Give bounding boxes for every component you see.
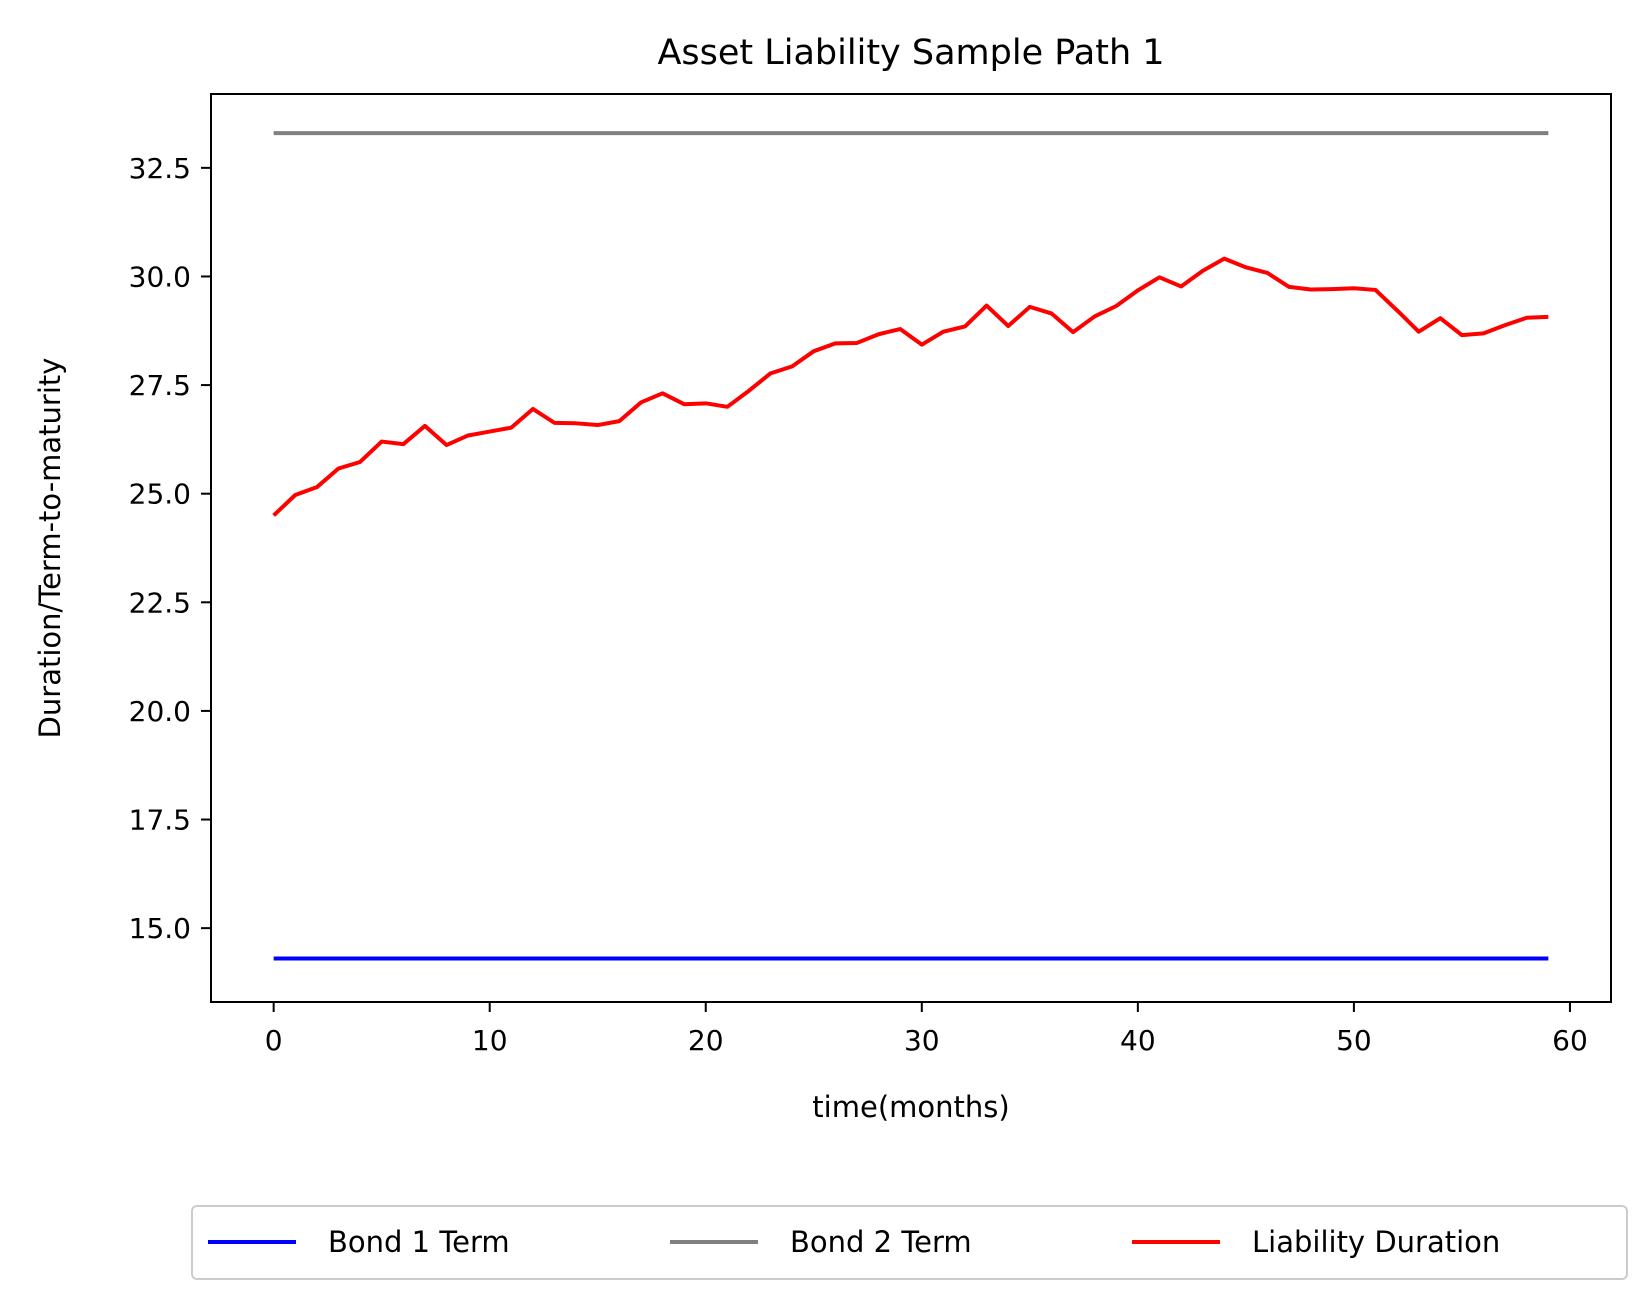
x-axis-title: time(months) — [812, 1090, 1009, 1124]
x-tick-label: 10 — [472, 1024, 508, 1057]
x-tick-label: 30 — [904, 1024, 940, 1057]
chart-title: Asset Liability Sample Path 1 — [657, 33, 1164, 73]
y-axis: 15.0 17.5 20.0 22.5 25.0 27.5 30.0 32.5 — [129, 152, 211, 945]
series-layer — [272, 131, 1549, 961]
y-tick-label: 17.5 — [129, 804, 191, 837]
series-line-liability-duration — [272, 256, 1549, 517]
plot-area — [210, 93, 1612, 1003]
legend-label-bond-2-term: Bond 2 Term — [790, 1225, 972, 1259]
y-tick-label: 32.5 — [129, 152, 191, 185]
x-axis: 0 10 20 30 40 50 60 — [265, 1002, 1588, 1057]
legend-label-bond-1-term: Bond 1 Term — [328, 1225, 510, 1259]
legend: Bond 1 Term Bond 2 Term Liability Duration — [191, 1205, 1628, 1280]
y-tick-label: 20.0 — [129, 695, 191, 728]
y-tick-label: 27.5 — [129, 369, 191, 402]
x-tick-label: 40 — [1120, 1024, 1156, 1057]
x-tick-label: 50 — [1336, 1024, 1372, 1057]
x-tick-label: 60 — [1552, 1024, 1588, 1057]
legend-label-liability-duration: Liability Duration — [1252, 1225, 1500, 1259]
y-axis-title: Duration/Term-to-maturity — [33, 358, 67, 739]
y-tick-label: 15.0 — [129, 912, 191, 945]
legend-entries: Bond 1 Term Bond 2 Term Liability Duration — [208, 1225, 1500, 1259]
x-tick-label: 0 — [265, 1024, 283, 1057]
y-tick-label: 22.5 — [129, 586, 191, 619]
x-tick-label: 20 — [688, 1024, 724, 1057]
y-tick-label: 30.0 — [129, 260, 191, 293]
plot-frame — [210, 93, 1612, 1003]
y-tick-label: 25.0 — [129, 478, 191, 511]
legend-frame — [191, 1205, 1628, 1280]
